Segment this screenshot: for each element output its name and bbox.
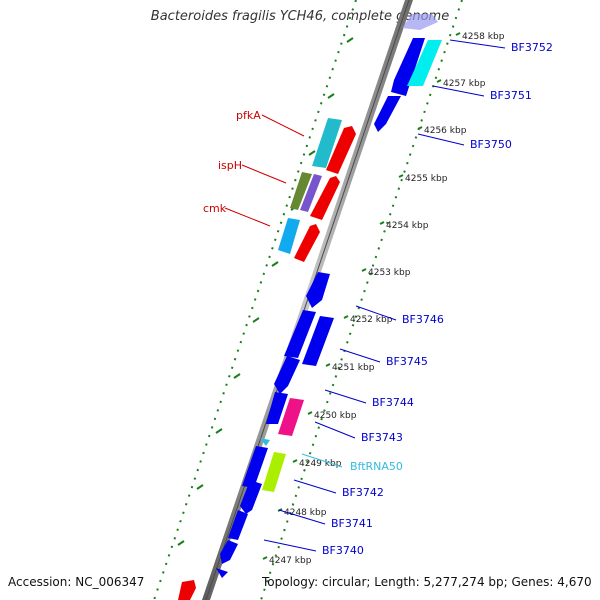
gene-bf3743-blue <box>266 392 288 424</box>
gene-cmk-red <box>294 224 320 262</box>
gene-cmk <box>278 218 300 254</box>
kbp-tick-mark <box>361 268 367 272</box>
gene-bf3745 <box>302 316 334 366</box>
gene-leader-line <box>278 509 326 525</box>
outer-strand-genes <box>216 14 442 578</box>
gene-leader-line <box>263 539 317 552</box>
gene-label: BF3745 <box>386 355 428 368</box>
gene-label: ispH <box>218 159 242 172</box>
kbp-tick-label: 4257 kbp <box>443 79 486 89</box>
left-gene-labels: pfkA ispH cmk <box>203 109 305 227</box>
gene-label: BftRNA50 <box>350 460 403 473</box>
gene-leader-line <box>355 305 397 321</box>
gene-label: BF3752 <box>511 41 553 54</box>
gene-label: BF3750 <box>470 138 512 151</box>
gene-label: BF3740 <box>322 544 364 557</box>
gene-bf3742-green <box>262 452 286 492</box>
kbp-tick-mark <box>307 411 313 415</box>
gene-label: BF3746 <box>402 313 444 326</box>
gene-leader-line <box>417 133 465 146</box>
gene-leader-line <box>224 207 271 227</box>
gene-small-arrow <box>216 568 228 578</box>
gene-label: BF3742 <box>342 486 384 499</box>
gene-bf3741 <box>240 480 262 514</box>
kbp-tick-label: 4247 kbp <box>269 556 312 566</box>
gene-bf3752-arrow <box>391 38 425 96</box>
gene-bf3743 <box>278 398 304 436</box>
gene-bf3740 <box>220 540 238 564</box>
gene-bf3746 <box>284 310 316 358</box>
map-title: Bacteroides fragilis YCH46, complete gen… <box>150 9 450 24</box>
gene-bf3741b <box>228 510 248 540</box>
kbp-tick-label: 4250 kbp <box>314 411 357 421</box>
gene-leader-line <box>293 479 337 494</box>
kbp-tick-mark <box>398 174 404 178</box>
gene-isph-purple <box>300 174 322 212</box>
gene-label: pfkA <box>236 109 261 122</box>
gene-leader-line <box>449 39 506 49</box>
outer-ruler-rail <box>153 0 357 600</box>
kbp-tick-label: 4251 kbp <box>332 363 375 373</box>
kbp-tick-label: 4253 kbp <box>368 268 411 278</box>
gene-label: cmk <box>203 202 227 215</box>
kbp-tick-mark <box>325 363 331 367</box>
right-gene-labels: BF3752 BF3751 BF3750 BF3746 BF3745 BF3744 BF37… <box>263 39 553 557</box>
gene-label: BF3743 <box>361 431 403 444</box>
gene-bottom-red <box>178 580 196 600</box>
kbp-tick-label: 4256 kbp <box>424 126 467 136</box>
kbp-tick-label: 4254 kbp <box>386 221 429 231</box>
accession-label: Accession: NC_006347 <box>8 575 145 589</box>
kbp-tick-label: 4258 kbp <box>462 32 505 42</box>
gene-label: BF3741 <box>331 517 373 530</box>
kbp-tick-mark <box>379 221 385 225</box>
kbp-tick-mark <box>436 79 442 83</box>
kbp-tick-mark <box>455 32 461 36</box>
gene-leader-line <box>432 85 485 97</box>
gene-3746-arrow <box>306 272 330 308</box>
gene-bftrna50 <box>260 438 270 446</box>
kbp-ticks: 4258 kbp 4257 kbp 4256 kbp 4255 kbp 4254 kbp… <box>262 32 505 566</box>
kbp-tick-label: 4249 kbp <box>299 459 342 469</box>
inner-strand-genes <box>178 118 356 600</box>
gene-isph <box>310 176 340 220</box>
gene-leader-line <box>241 164 287 184</box>
gene-leader-line <box>314 421 356 439</box>
gene-bf3751 <box>374 96 401 132</box>
kbp-tick-mark <box>417 126 423 130</box>
gene-bf3752 <box>402 14 438 30</box>
kbp-tick-mark <box>262 556 268 560</box>
gene-label: BF3751 <box>490 89 532 102</box>
gene-bf3742 <box>242 446 268 488</box>
kbp-tick-label: 4252 kbp <box>350 315 393 325</box>
gene-bf3744 <box>274 356 300 394</box>
gene-leader-line <box>324 389 367 404</box>
kbp-tick-mark <box>292 459 298 463</box>
kbp-tick-label: 4248 kbp <box>284 508 327 518</box>
gene-leader-line <box>261 114 305 137</box>
gene-leader-line <box>339 348 381 363</box>
kbp-tick-mark <box>343 315 349 319</box>
gene-pfka-red <box>326 126 356 174</box>
gene-label: BF3744 <box>372 396 414 409</box>
gene-leader-line <box>301 453 343 468</box>
topology-label: Topology: circular; Length: 5,277,274 bp… <box>262 575 592 589</box>
inner-ruler-rail <box>260 0 463 600</box>
gene-pfka <box>312 118 342 168</box>
gene-isph-green <box>290 172 312 210</box>
gene-bf3751-cyan <box>407 40 442 86</box>
kbp-tick-label: 4255 kbp <box>405 174 448 184</box>
